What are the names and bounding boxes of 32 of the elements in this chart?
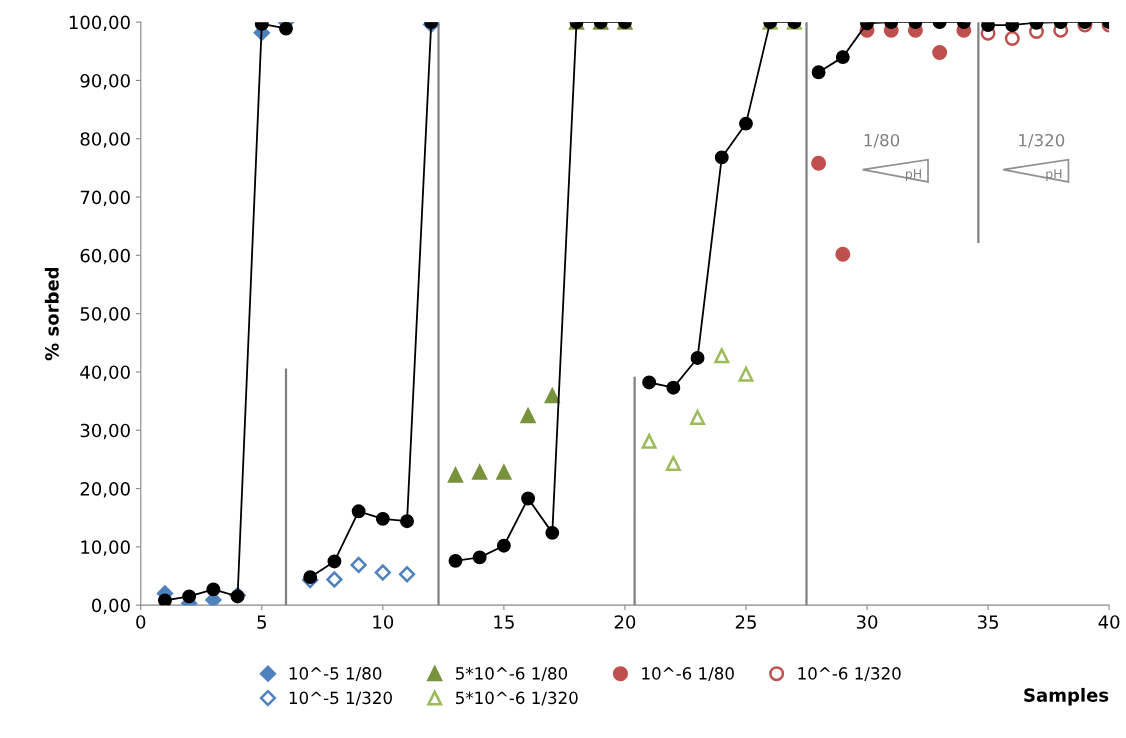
legend-label: 10^-5 1/80	[289, 667, 382, 682]
legend-label: 10^-5 1/320	[289, 691, 392, 706]
y-tick-label: 50,00	[80, 307, 130, 323]
annotation: pH	[905, 169, 921, 181]
x-tick-label: 5	[257, 615, 266, 629]
x-tick-label: 20	[614, 615, 636, 629]
x-tick-label: 0	[136, 615, 146, 629]
y-tick-label: 70,00	[80, 190, 130, 206]
x-tick-label: 35	[977, 615, 998, 629]
x-tick-label: 15	[494, 615, 514, 629]
annotation: pH	[1046, 169, 1062, 181]
x-tick-label: 30	[856, 615, 878, 629]
y-tick-label: 80,00	[80, 132, 130, 148]
y-tick-label: 10,00	[81, 540, 130, 556]
legend-label: 10^-6 1/320	[798, 667, 901, 682]
legend-label: 5*10^-6 1/320	[456, 691, 578, 706]
x-axis-title: Samples	[1024, 687, 1109, 706]
x-tick-label: 40	[1098, 615, 1120, 629]
x-tick-label: 25	[735, 615, 756, 629]
y-tick-label: 40,00	[80, 365, 130, 381]
y-tick-label: 20,00	[80, 482, 130, 498]
y-axis-title: % sorbed	[44, 267, 59, 361]
y-tick-label: 100,00	[69, 15, 130, 32]
y-tick-label: 30,00	[80, 423, 130, 440]
legend-label: 10^-6 1/80	[642, 667, 734, 682]
annotation: 1/320	[1019, 133, 1065, 148]
x-tick-label: 10	[373, 615, 394, 629]
annotation: 1/80	[864, 133, 900, 148]
legend-label: 5*10^-6 1/80	[456, 667, 568, 682]
y-tick-label: 0,00	[92, 598, 130, 615]
y-tick-label: 90,00	[80, 73, 130, 90]
y-tick-label: 60,00	[80, 248, 130, 265]
